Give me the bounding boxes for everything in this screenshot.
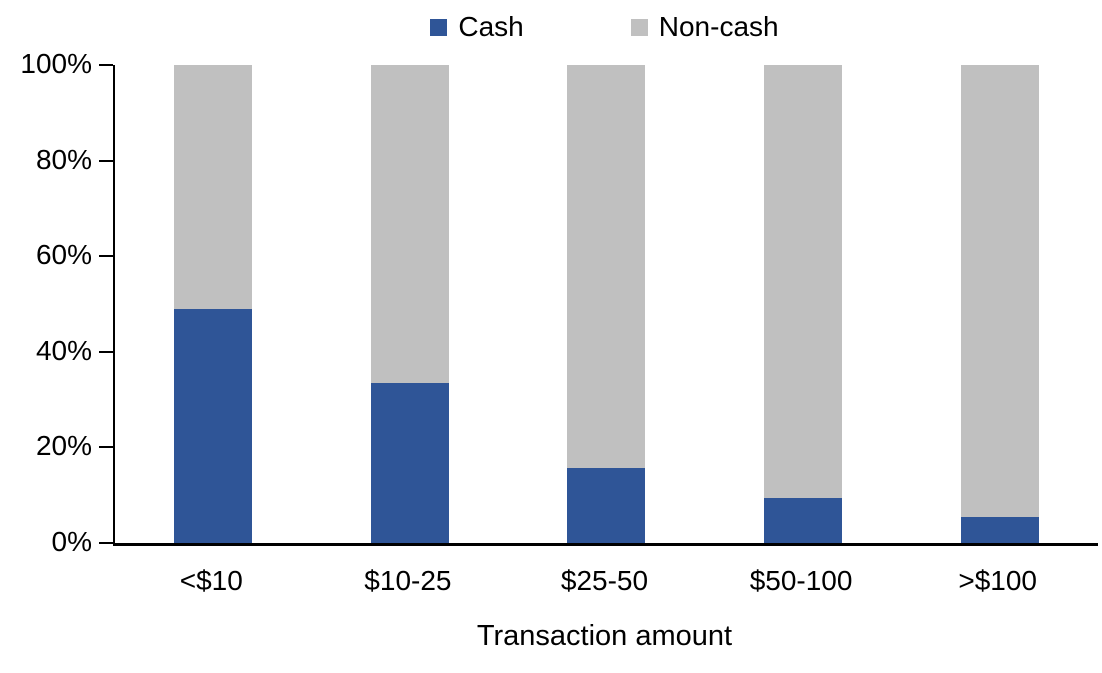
bar-slot [705, 65, 902, 543]
stacked-bar-2[interactable] [370, 65, 449, 543]
x-category-label: $50-100 [749, 565, 853, 596]
y-axis-labels: 0% 20% 40% 60% 80% 100% [0, 50, 92, 556]
x-category-label: >$100 [958, 565, 1037, 596]
bars-row [115, 65, 1098, 543]
y-tick-mark [99, 159, 113, 162]
stacked-bar-5[interactable] [960, 65, 1039, 543]
bar-slot [901, 65, 1098, 543]
bar-slot [508, 65, 705, 543]
stacked-bar-1[interactable] [174, 65, 253, 543]
cash-swatch-icon [430, 18, 448, 36]
y-tick-mark [99, 446, 113, 449]
y-tick-label: 0% [51, 526, 92, 557]
y-tick-label: 100% [20, 48, 92, 79]
cash-segment[interactable] [567, 467, 646, 543]
x-axis-labels: <$10 $10-25 $25-50 $50-100 >$100 [113, 566, 1096, 596]
x-axis-title: Transaction amount [476, 620, 733, 652]
y-tick-label: 40% [35, 334, 92, 366]
legend-item-cash[interactable]: Cash [430, 11, 524, 42]
y-tick-mark [99, 350, 113, 353]
x-category-label: $25-50 [560, 565, 649, 596]
noncash-swatch-icon [630, 18, 648, 36]
stacked-bar-3[interactable] [567, 65, 646, 543]
chart-legend: Cash Non-cash [113, 12, 1096, 42]
y-tick-label: 80% [35, 143, 92, 175]
y-tick-mark [99, 64, 113, 66]
bar-slot [115, 65, 312, 543]
bar-slot [312, 65, 509, 543]
y-tick-mark [99, 542, 113, 544]
y-tick-mark [99, 255, 113, 258]
legend-item-noncash[interactable]: Non-cash [630, 11, 779, 42]
noncash-segment[interactable] [960, 65, 1039, 517]
noncash-segment[interactable] [174, 65, 253, 309]
plot-area [113, 65, 1098, 546]
x-category-label: <$10 [179, 565, 243, 596]
x-category-label: $10-25 [364, 565, 452, 596]
stacked-bar-4[interactable] [764, 65, 843, 543]
y-tick-label: 60% [35, 239, 92, 271]
cash-segment[interactable] [370, 382, 449, 543]
noncash-segment[interactable] [567, 65, 646, 468]
y-tick-label: 20% [35, 430, 92, 462]
cash-segment[interactable] [764, 497, 843, 543]
noncash-segment[interactable] [370, 65, 449, 383]
cash-segment[interactable] [960, 516, 1039, 543]
legend-label-cash: Cash [458, 11, 524, 42]
cash-segment[interactable] [174, 308, 253, 543]
noncash-segment[interactable] [764, 65, 843, 498]
legend-label-noncash: Non-cash [658, 11, 779, 42]
